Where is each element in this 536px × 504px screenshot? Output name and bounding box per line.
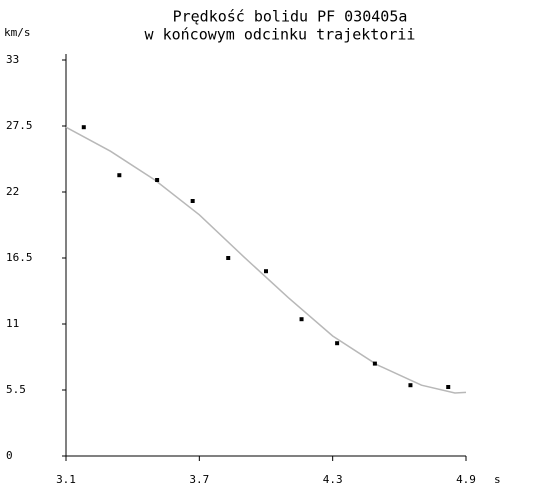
point [408, 383, 413, 388]
chart-title: w końcowym odcinku trajektorii [145, 26, 416, 44]
point [81, 125, 86, 130]
x-axis-label: s [494, 473, 501, 486]
point [226, 256, 231, 260]
point [264, 269, 268, 274]
y-tick-label: 0 [6, 449, 13, 462]
y-tick-label: 33 [6, 53, 19, 66]
point [155, 178, 160, 182]
y-tick-label: 16.5 [6, 251, 33, 264]
x-tick-label: 3.1 [56, 473, 76, 486]
x-tick-label: 4.9 [456, 473, 476, 486]
point [190, 199, 195, 203]
x-tick-label: 4.3 [323, 473, 343, 486]
point [335, 341, 340, 346]
y-tick-label: 11 [6, 317, 19, 330]
point [117, 173, 122, 178]
point [299, 317, 304, 322]
point [372, 361, 377, 366]
chart-title: Prędkość bolidu PF 030405a [173, 8, 408, 26]
y-axis-label: km/s [4, 26, 31, 39]
point [446, 385, 451, 389]
y-tick-label: 22 [6, 185, 19, 198]
y-tick-label: 27.5 [6, 119, 33, 132]
y-tick-label: 5.5 [6, 383, 26, 396]
fit-line [65, 126, 467, 394]
x-tick-label: 3.7 [189, 473, 209, 486]
